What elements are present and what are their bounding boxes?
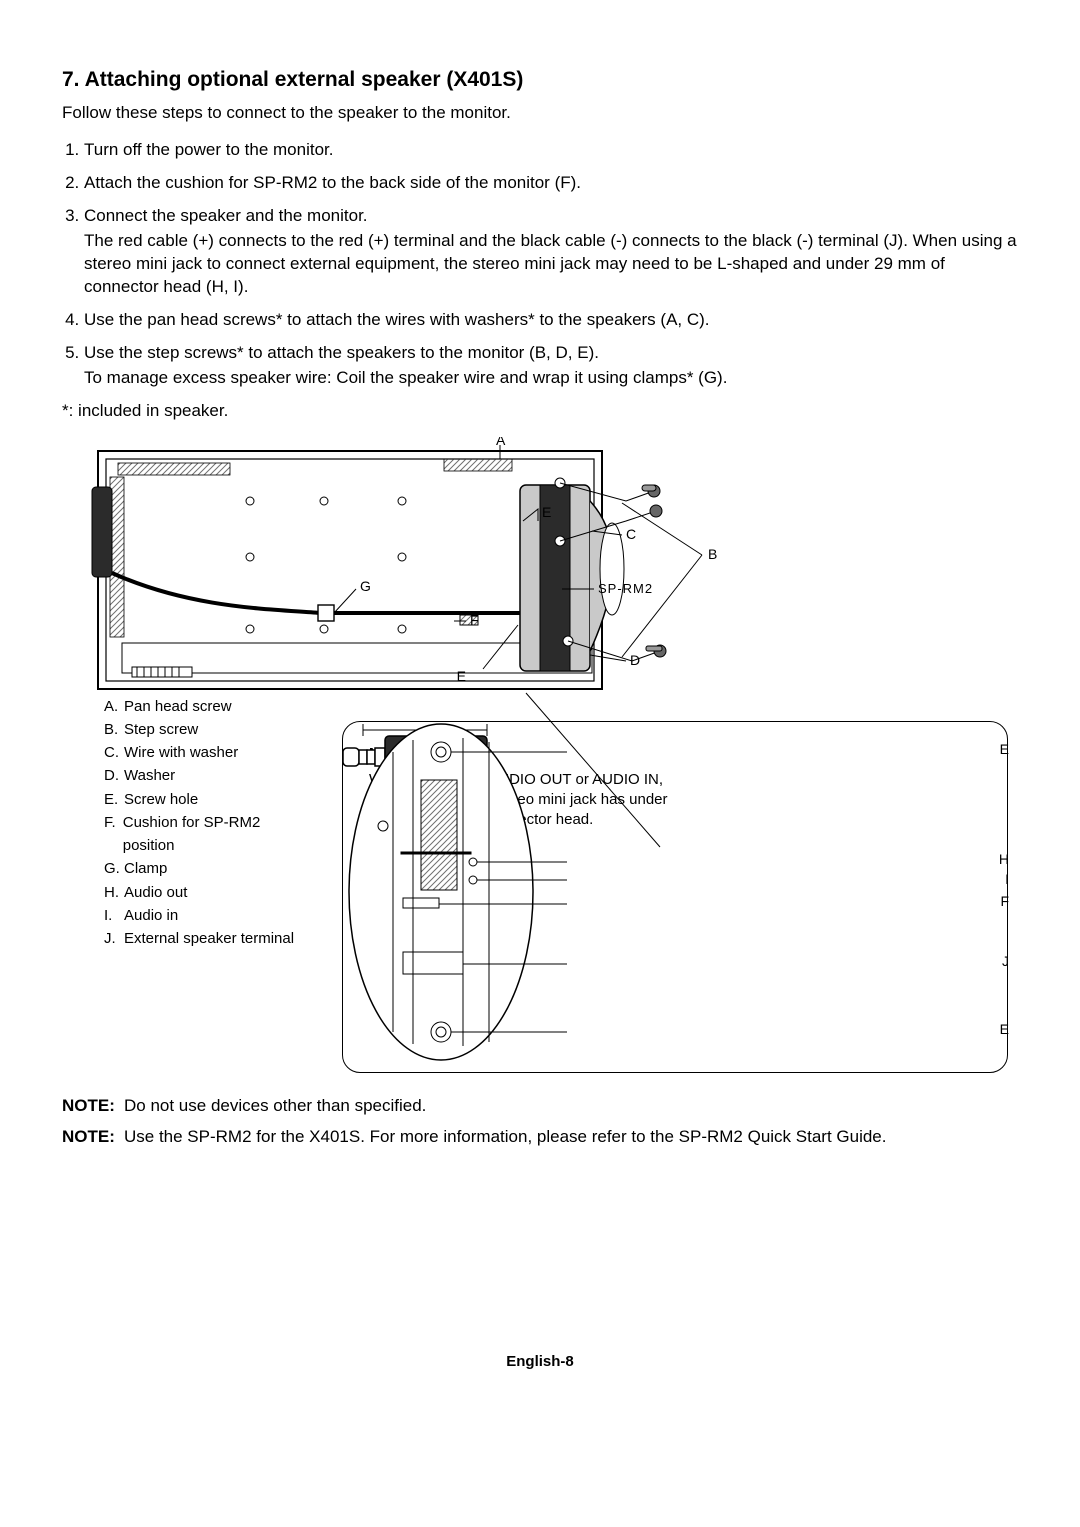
label-D: D <box>630 652 640 668</box>
legend-label: J. <box>104 927 124 950</box>
legend-label: I. <box>104 904 124 927</box>
legend-row: B.Step screw <box>104 718 304 741</box>
legend-row: J.External speaker terminal <box>104 927 304 950</box>
legend-text: Wire with washer <box>124 741 238 764</box>
legend-text: Step screw <box>124 718 198 741</box>
step-item: Use the pan head screws* to attach the w… <box>84 309 1018 332</box>
step-main: Use the step screws* to attach the speak… <box>84 343 599 362</box>
detail-label-E2: E <box>1000 1020 1009 1039</box>
legend-row: D.Washer <box>104 764 304 787</box>
legend-label: C. <box>104 741 124 764</box>
legend-row: E.Screw hole <box>104 788 304 811</box>
detail-label-F: F <box>1000 892 1009 911</box>
note-line: NOTE:Use the SP-RM2 for the X401S. For m… <box>62 1126 1018 1149</box>
legend-text: Washer <box>124 764 175 787</box>
legend-text: Audio out <box>124 881 187 904</box>
legend-label: A. <box>104 695 124 718</box>
legend-label: G. <box>104 857 124 880</box>
label-C: C <box>626 526 636 542</box>
figure-main: A E C B SP-RM2 D G F E A.Pan head screwB… <box>62 437 1018 1077</box>
legend-row: F.Cushion for SP-RM2 position <box>104 811 304 858</box>
legend-list: A.Pan head screwB.Step screwC.Wire with … <box>104 695 304 951</box>
step-sub: To manage excess speaker wire: Coil the … <box>84 367 1018 390</box>
legend-row: G.Clamp <box>104 857 304 880</box>
bottom-notes: NOTE:Do not use devices other than speci… <box>62 1095 1018 1149</box>
note-label: NOTE: <box>62 1126 124 1149</box>
legend-text: External speaker terminal <box>124 927 294 950</box>
detail-label-I: I <box>1005 870 1009 889</box>
detail-label-E1: E <box>1000 740 1009 759</box>
step-main: Connect the speaker and the monitor. <box>84 206 368 225</box>
step-item: Connect the speaker and the monitor. The … <box>84 205 1018 299</box>
step-main: Use the pan head screws* to attach the w… <box>84 310 710 329</box>
detail-label-H: H <box>999 850 1009 869</box>
label-G: G <box>360 578 371 594</box>
legend-row: H.Audio out <box>104 881 304 904</box>
detail-label-J: J <box>1002 952 1009 971</box>
label-A: A <box>496 437 506 448</box>
note-box: NOTE: When connecting AUDIO OUT or AUDIO… <box>342 721 1008 1073</box>
step-main: Attach the cushion for SP-RM2 to the bac… <box>84 173 581 192</box>
step-item: Use the step screws* to attach the speak… <box>84 342 1018 390</box>
legend-text: Pan head screw <box>124 695 232 718</box>
step-main: Turn off the power to the monitor. <box>84 140 333 159</box>
label-SP: SP-RM2 <box>598 581 653 596</box>
note-line: NOTE:Do not use devices other than speci… <box>62 1095 1018 1118</box>
legend-row: C.Wire with washer <box>104 741 304 764</box>
detail-oval <box>343 722 603 1072</box>
step-sub: The red cable (+) connects to the red (+… <box>84 230 1018 299</box>
note-content: Use the SP-RM2 for the X401S. For more i… <box>124 1126 887 1149</box>
legend-text: Screw hole <box>124 788 198 811</box>
label-E-upper: E <box>542 504 551 520</box>
note-content: Do not use devices other than specified. <box>124 1095 426 1118</box>
label-E-lower: E <box>457 668 466 684</box>
legend-label: D. <box>104 764 124 787</box>
legend-label: B. <box>104 718 124 741</box>
footnote: *: included in speaker. <box>62 400 1018 423</box>
legend-text: Audio in <box>124 904 178 927</box>
legend-label: H. <box>104 881 124 904</box>
legend-row: I.Audio in <box>104 904 304 927</box>
legend-label: F. <box>104 811 123 858</box>
page-footer: English-8 <box>0 1352 1080 1372</box>
legend-text: Clamp <box>124 857 167 880</box>
intro-text: Follow these steps to connect to the spe… <box>62 102 1018 125</box>
step-list: Turn off the power to the monitor. Attach… <box>62 139 1018 389</box>
label-B: B <box>708 546 717 562</box>
step-item: Attach the cushion for SP-RM2 to the bac… <box>84 172 1018 195</box>
label-F: F <box>470 612 479 628</box>
legend-row: A.Pan head screw <box>104 695 304 718</box>
legend-label: E. <box>104 788 124 811</box>
note-label: NOTE: <box>62 1095 124 1118</box>
legend-text: Cushion for SP-RM2 position <box>123 811 304 858</box>
section-heading: 7. Attaching optional external speaker (… <box>62 66 1018 94</box>
step-item: Turn off the power to the monitor. <box>84 139 1018 162</box>
